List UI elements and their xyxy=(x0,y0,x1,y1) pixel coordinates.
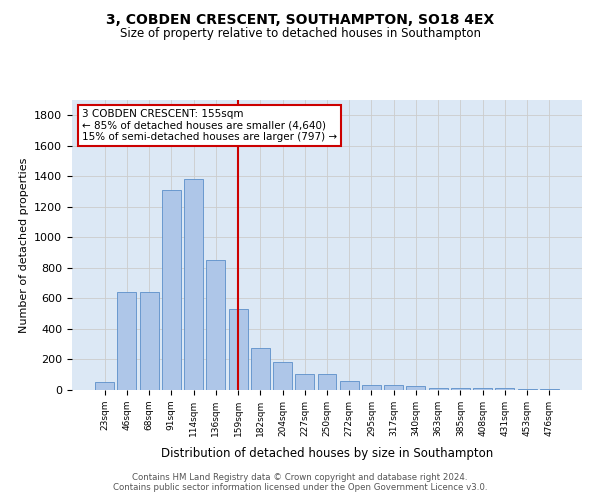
Bar xyxy=(540,389,559,390)
Y-axis label: Number of detached properties: Number of detached properties xyxy=(19,158,29,332)
Text: 3 COBDEN CRESCENT: 155sqm
← 85% of detached houses are smaller (4,640)
15% of se: 3 COBDEN CRESCENT: 155sqm ← 85% of detac… xyxy=(82,108,337,142)
Bar xyxy=(384,384,403,390)
Bar xyxy=(295,374,314,390)
Bar xyxy=(184,180,203,390)
Bar xyxy=(229,309,248,390)
Bar xyxy=(317,374,337,390)
Bar xyxy=(273,362,292,390)
Bar xyxy=(162,190,181,390)
Bar xyxy=(206,260,225,390)
Bar xyxy=(95,382,114,390)
Bar xyxy=(118,292,136,390)
Text: Contains HM Land Registry data © Crown copyright and database right 2024.
Contai: Contains HM Land Registry data © Crown c… xyxy=(113,473,487,492)
Bar xyxy=(496,388,514,390)
Bar xyxy=(473,388,492,390)
X-axis label: Distribution of detached houses by size in Southampton: Distribution of detached houses by size … xyxy=(161,447,493,460)
Bar xyxy=(451,388,470,390)
Text: Size of property relative to detached houses in Southampton: Size of property relative to detached ho… xyxy=(119,28,481,40)
Bar xyxy=(140,292,158,390)
Bar xyxy=(340,381,359,390)
Bar xyxy=(362,384,381,390)
Bar xyxy=(251,348,270,390)
Bar xyxy=(429,388,448,390)
Bar xyxy=(406,386,425,390)
Bar xyxy=(518,389,536,390)
Text: 3, COBDEN CRESCENT, SOUTHAMPTON, SO18 4EX: 3, COBDEN CRESCENT, SOUTHAMPTON, SO18 4E… xyxy=(106,12,494,26)
